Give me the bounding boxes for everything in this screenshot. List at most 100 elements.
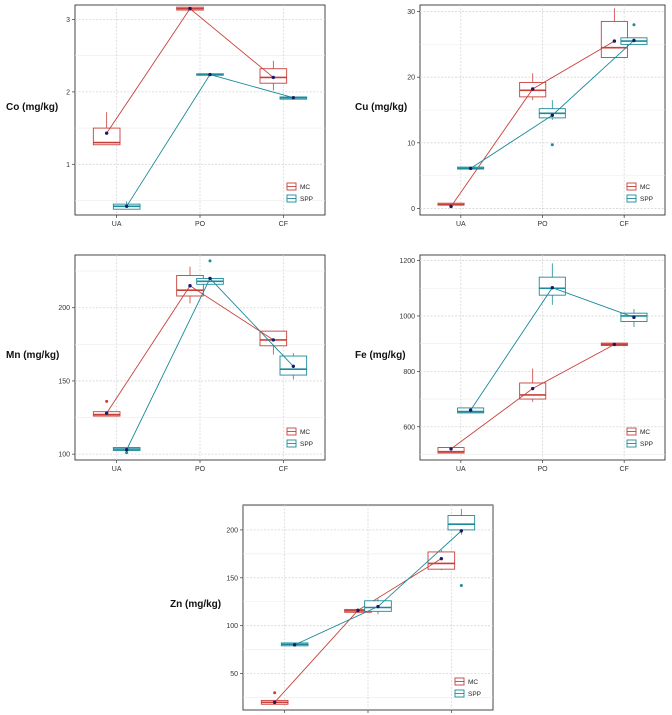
mean-point	[459, 529, 464, 533]
y-tick-label: 800	[403, 369, 415, 376]
mean-point	[439, 556, 444, 561]
mean-point	[550, 285, 554, 290]
chart-panel-cu: 0 10 20 30 UA PO CF Cu (mg/kg) MC SPP	[355, 4, 666, 228]
series-spp	[280, 508, 476, 647]
legend-label: SPP	[468, 691, 481, 698]
x-tick-label: UA	[456, 466, 466, 473]
series-mc	[437, 342, 628, 454]
mean-point	[612, 342, 617, 347]
y-tick-label: 30	[407, 9, 415, 16]
legend-label: MC	[300, 429, 310, 436]
mean-point	[612, 39, 617, 43]
legend-label: MC	[300, 184, 310, 191]
legend-label: SPP	[300, 441, 313, 448]
x-tick-label: CF	[619, 221, 628, 228]
mean-point	[449, 447, 453, 451]
mean-point	[208, 276, 212, 281]
chart-panel-fe: 600 800 1000 1200 UA PO CF Fe (mg/kg) MC SPP	[355, 254, 666, 473]
mean-point	[271, 75, 276, 80]
outlier-point	[459, 583, 463, 587]
box	[519, 382, 547, 400]
y-tick-label: 0	[411, 206, 415, 213]
x-tick-label: PO	[195, 221, 206, 228]
mean-point	[292, 643, 297, 647]
legend-label: MC	[640, 184, 650, 191]
y-tick-label: 10	[407, 140, 415, 147]
y-axis-label: Zn (mg/kg)	[170, 599, 221, 610]
mean-point	[188, 284, 192, 288]
x-tick-label: CF	[279, 466, 288, 473]
x-tick-label: UA	[456, 221, 466, 228]
legend-label: SPP	[640, 441, 653, 448]
x-tick-label: CF	[279, 221, 288, 228]
y-tick-label: 2	[66, 89, 70, 96]
legend: MC SPP	[454, 677, 481, 698]
outlier-point	[105, 399, 109, 403]
y-tick-label: 150	[58, 378, 70, 385]
mean-point	[104, 131, 109, 135]
x-tick-label: PO	[537, 466, 548, 473]
x-tick-label: CF	[619, 466, 628, 473]
mean-point	[632, 38, 636, 43]
mean-point	[449, 204, 453, 209]
y-tick-label: 200	[58, 305, 70, 312]
outlier-point	[273, 691, 277, 695]
legend: MC SPP	[286, 427, 313, 448]
mean-point	[550, 113, 554, 117]
mean-point	[468, 166, 473, 171]
x-tick-label: PO	[537, 221, 548, 228]
legend: MC SPP	[286, 182, 313, 203]
outlier-point	[208, 259, 212, 263]
series-spp	[457, 263, 648, 414]
y-tick-label: 1000	[399, 313, 415, 320]
y-tick-label: 100	[58, 452, 70, 459]
y-tick-label: 200	[226, 527, 238, 534]
mean-point	[104, 411, 109, 415]
y-axis-label: Co (mg/kg)	[6, 102, 58, 113]
series-spp	[112, 259, 308, 455]
mean-point	[208, 72, 212, 77]
mean-point	[188, 6, 192, 11]
y-tick-label: 3	[66, 17, 70, 24]
legend-label: SPP	[640, 196, 653, 203]
x-tick-label: PO	[195, 466, 206, 473]
legend-label: MC	[468, 679, 478, 686]
chart-panel-co: 1 2 3 UA PO CF Co (mg/kg) MC SPP	[6, 4, 326, 228]
legend-label: MC	[640, 429, 650, 436]
series-mc	[92, 266, 288, 417]
mean-point	[271, 338, 276, 342]
y-tick-label: 20	[407, 75, 415, 82]
outlier-point	[125, 451, 129, 455]
series-spp	[457, 23, 648, 171]
legend: MC SPP	[626, 427, 653, 448]
mean-point	[272, 700, 277, 705]
mean-point	[291, 364, 296, 368]
box	[92, 127, 121, 146]
y-axis-label: Mn (mg/kg)	[6, 350, 59, 361]
series-mc	[437, 8, 628, 209]
y-axis-label: Fe (mg/kg)	[355, 350, 406, 361]
y-axis-label: Cu (mg/kg)	[355, 102, 407, 113]
y-tick-label: 1200	[399, 258, 415, 265]
y-tick-label: 50	[230, 671, 238, 678]
series-mc	[92, 6, 288, 146]
mean-point	[124, 448, 129, 452]
box	[427, 551, 456, 570]
mean-point	[531, 386, 535, 391]
outlier-point	[632, 23, 636, 27]
x-tick-label: UA	[112, 466, 122, 473]
mean-point	[468, 408, 473, 412]
mean-point	[632, 315, 636, 320]
mean-point	[124, 204, 129, 209]
series-spp	[112, 72, 308, 210]
mean-point	[356, 608, 360, 613]
legend: MC SPP	[626, 182, 653, 203]
mean-point	[531, 87, 535, 91]
chart-panel-mn: 100 150 200 UA PO CF Mn (mg/kg) MC SPP	[6, 254, 326, 473]
mean-point	[376, 604, 380, 609]
legend-label: SPP	[300, 196, 313, 203]
y-tick-label: 600	[403, 424, 415, 431]
box	[447, 515, 476, 531]
